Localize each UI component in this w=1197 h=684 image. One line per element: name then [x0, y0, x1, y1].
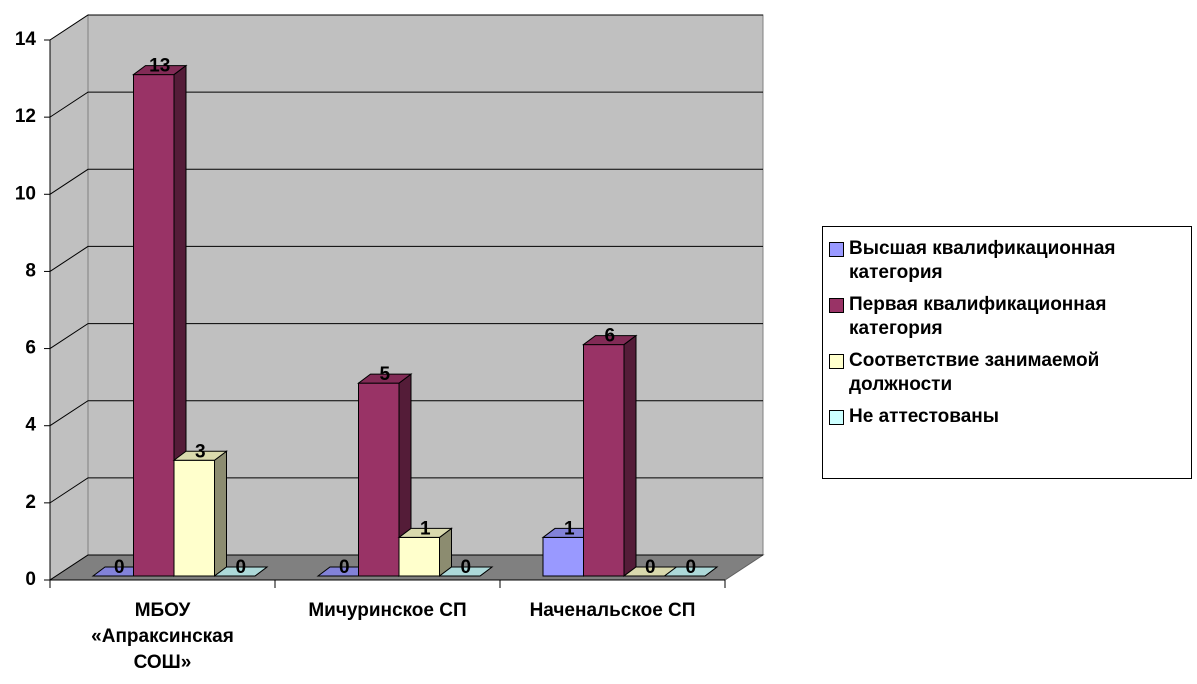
grid-line	[49, 91, 763, 118]
grid-line	[49, 323, 763, 349]
data-label: 13	[149, 56, 170, 77]
bar-top-shade	[583, 335, 636, 345]
bar	[582, 334, 638, 577]
data-label: 0	[114, 557, 125, 578]
legend-item: Не аттестованы	[829, 405, 1187, 429]
data-label: 3	[195, 441, 206, 462]
bar-top	[357, 373, 413, 384]
grid-line	[49, 477, 763, 504]
data-label: 6	[604, 326, 615, 347]
bar	[316, 566, 372, 577]
bar-top-shade	[439, 567, 492, 576]
legend-item: Первая квалификационная категория	[829, 293, 1187, 341]
y-tick-label: 10	[15, 183, 36, 204]
legend-label: Первая квалификационная категория	[849, 294, 1107, 339]
bar-front	[542, 536, 584, 577]
bar-top-shade	[133, 65, 186, 75]
y-tick-label: 8	[25, 260, 36, 281]
bar-top-shade	[93, 567, 146, 576]
data-label: 0	[235, 557, 246, 578]
bar-top-shade	[543, 528, 596, 538]
legend-swatch	[829, 242, 844, 257]
y-tick-label: 14	[15, 29, 37, 50]
data-label: 1	[564, 518, 575, 539]
grid-line	[49, 400, 763, 427]
legend-swatch	[829, 410, 844, 425]
bar-top	[582, 335, 638, 346]
bar	[172, 450, 228, 577]
bar	[663, 566, 719, 577]
bar-side-shade	[624, 335, 636, 576]
bar-top	[438, 566, 494, 577]
bar	[213, 566, 269, 577]
legend-item: Высшая квалификационная категория	[829, 237, 1187, 285]
bar-top-shade	[399, 528, 452, 538]
bar-top	[397, 527, 453, 538]
grid-line	[49, 168, 763, 195]
y-tick-label: 4	[25, 415, 36, 436]
bar	[438, 566, 494, 577]
y-tick-label: 12	[15, 106, 36, 127]
side-wall	[49, 14, 89, 581]
y-tick-label: 6	[25, 338, 36, 359]
legend: Высшая квалификационная категория Первая …	[822, 226, 1192, 479]
x-tick-label: Мичуринское СП	[308, 600, 467, 621]
bar-side-shade	[399, 374, 411, 576]
x-tick-label: МБОУ «Апраксинская СОШ»	[91, 600, 234, 673]
bar-top	[172, 450, 228, 461]
legend-swatch	[829, 354, 844, 369]
data-label: 5	[379, 364, 390, 385]
x-tick-label: Наченальское СП	[529, 600, 696, 621]
y-tick-label: 2	[25, 492, 36, 513]
bar	[357, 373, 413, 577]
legend-swatch	[829, 298, 844, 313]
data-label: 0	[685, 557, 696, 578]
bar-front	[398, 536, 440, 577]
bar-front	[173, 459, 215, 577]
bar-side-shade	[439, 528, 452, 576]
bar-front	[133, 74, 175, 577]
bar-top	[663, 566, 719, 577]
bar-top-shade	[318, 567, 371, 576]
data-label: 1	[420, 518, 431, 539]
data-label: 0	[460, 557, 471, 578]
data-label: 0	[339, 557, 350, 578]
bar-side-shade	[174, 65, 186, 577]
bar-top-shade	[664, 567, 717, 576]
bar-front	[358, 382, 400, 577]
grid-line	[49, 554, 763, 581]
bar-top-shade	[624, 567, 677, 576]
bar-top	[213, 566, 269, 577]
bar-top-shade	[358, 374, 411, 384]
legend-label: Соответствие занимаемой должности	[849, 350, 1100, 395]
grid-line	[49, 14, 763, 41]
data-label: 0	[645, 557, 656, 578]
bar-front	[583, 344, 625, 577]
grid-line	[49, 245, 763, 272]
legend-item: Соответствие занимаемой должности	[829, 349, 1187, 397]
y-tick-label: 0	[25, 569, 36, 590]
bar-top-shade	[174, 451, 227, 461]
bar-top	[132, 65, 188, 76]
legend-label: Высшая квалификационная категория	[849, 238, 1116, 283]
bar	[397, 527, 453, 577]
legend-label: Не аттестованы	[849, 406, 999, 427]
bar-top-shade	[214, 567, 267, 576]
bar-side-shade	[214, 451, 227, 576]
